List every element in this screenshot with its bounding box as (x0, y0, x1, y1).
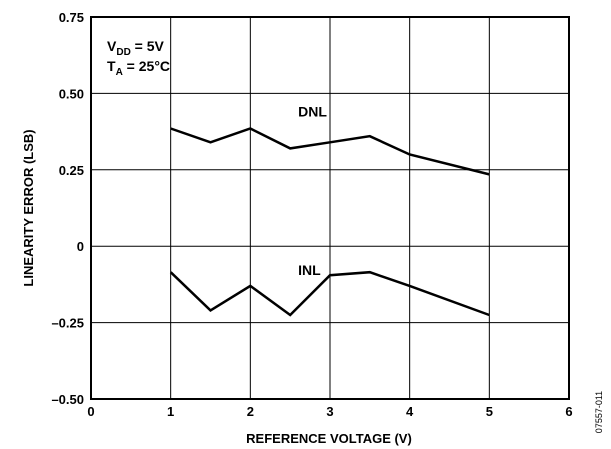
plot-frame (90, 16, 570, 400)
annotation-vdd: VDD = 5V (107, 38, 165, 58)
x-tick-label: 1 (167, 404, 174, 419)
y-tick-label: 0.50 (59, 86, 84, 101)
y-axis-title: LINEARITY ERROR (LSB) (21, 129, 36, 286)
x-tick-label: 0 (87, 404, 94, 419)
x-axis-title: REFERENCE VOLTAGE (V) (246, 431, 412, 446)
series-label-dnl: DNL (298, 103, 327, 119)
series-label-inl: INL (298, 262, 321, 278)
y-tick-label: 0.75 (59, 10, 84, 25)
y-tick-label: –0.50 (51, 392, 84, 407)
series-line-inl (169, 270, 490, 317)
y-tick-label: 0.25 (59, 163, 84, 178)
y-tick-label: 0 (77, 239, 84, 254)
series-lines (169, 127, 490, 317)
x-tick-label: 2 (247, 404, 254, 419)
y-tick-label: –0.25 (51, 316, 84, 331)
x-tick-label: 4 (406, 404, 414, 419)
x-tick-label: 5 (486, 404, 493, 419)
series-labels: DNL INL (298, 103, 327, 278)
y-tick-labels: –0.50 –0.25 0 0.25 0.50 0.75 (51, 10, 84, 407)
annotation-ta: TA = 25°C (107, 58, 170, 78)
series-line-dnl (170, 127, 490, 176)
x-tick-label: 3 (326, 404, 333, 419)
grid (90, 16, 570, 400)
x-tick-label: 6 (565, 404, 572, 419)
figure-id: 07557-011 (594, 391, 604, 433)
x-tick-labels: 0 1 2 3 4 5 6 (87, 404, 572, 419)
